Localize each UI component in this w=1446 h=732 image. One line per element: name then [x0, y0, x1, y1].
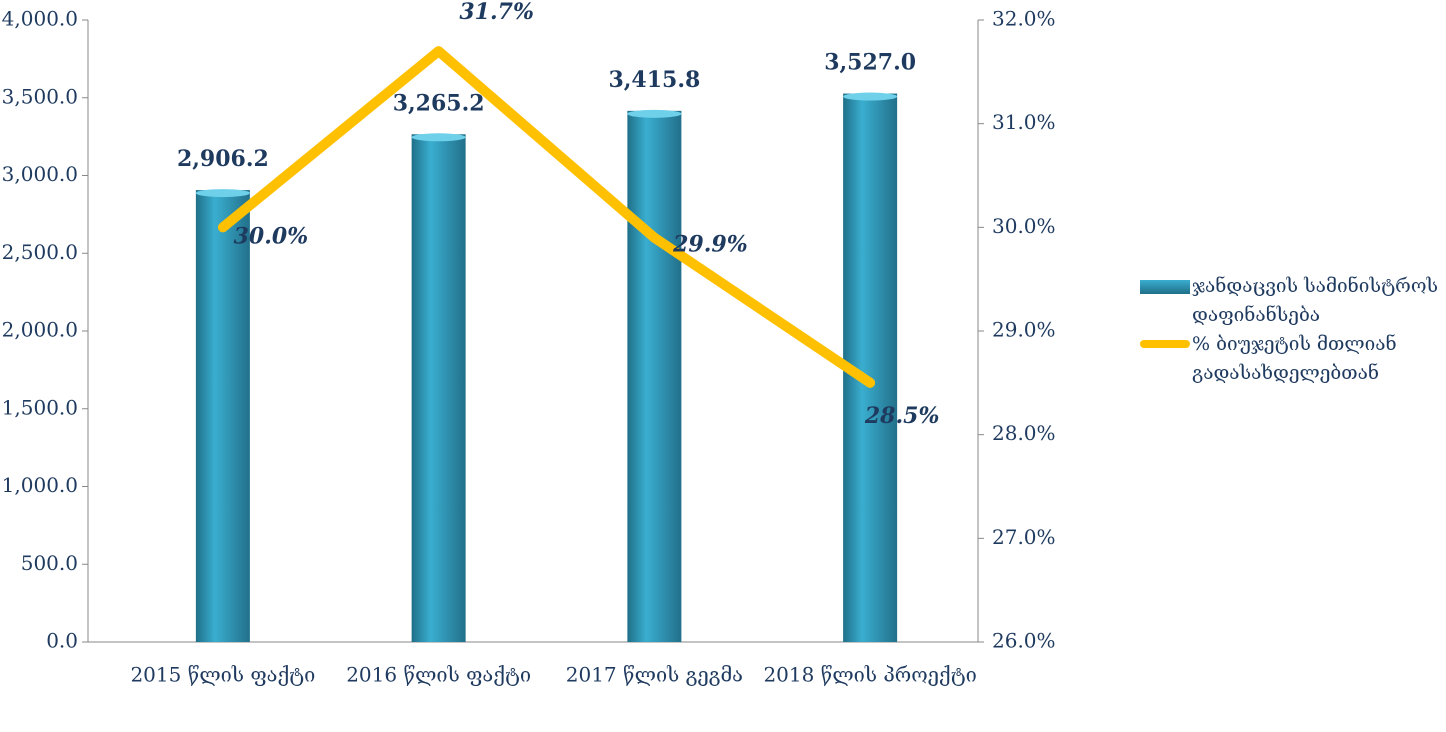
x-tick-label: 2018 წლის პროექტი [763, 663, 976, 687]
y2-tick-label: 26.0% [992, 629, 1056, 653]
x-tick-label: 2015 წლის ფაქტი [130, 663, 315, 687]
y-tick-label: 0.0 [46, 629, 78, 653]
y-tick-label: 2,500.0 [2, 240, 78, 264]
legend-item: % ბიუჯეტის მთლიან გადასახდელებთან [1140, 330, 1440, 388]
y2-tick-label: 30.0% [992, 214, 1056, 238]
legend-swatch [1140, 340, 1190, 348]
legend-label: % ბიუჯეტის მთლიან გადასახდელებთან [1192, 333, 1397, 384]
y2-tick-label: 28.0% [992, 421, 1056, 445]
y-tick-label: 3,500.0 [2, 84, 78, 108]
y2-tick-label: 29.0% [992, 318, 1056, 342]
line-label: 30.0% [234, 223, 309, 249]
y-tick-label: 1,500.0 [2, 395, 78, 419]
legend-item: ჯანდაცვის სამინისტროს დაფინანსება [1140, 272, 1440, 330]
bar-cap [627, 109, 682, 118]
legend: ჯანდაცვის სამინისტროს დაფინანსება % ბიუჯე… [1140, 272, 1440, 388]
legend-label: ჯანდაცვის სამინისტროს დაფინანსება [1192, 275, 1439, 326]
y-tick-label: 1,000.0 [2, 473, 78, 497]
line-label: 31.7% [459, 0, 534, 25]
x-tick-label: 2017 წლის გეგმა [566, 663, 743, 687]
y-tick-label: 3,000.0 [2, 162, 78, 186]
bar [195, 190, 250, 642]
bar-cap [411, 133, 466, 142]
y2-tick-label: 27.0% [992, 525, 1056, 549]
line-label: 28.5% [864, 403, 940, 429]
value-label: 2,906.2 [177, 146, 269, 172]
y2-tick-label: 32.0% [992, 7, 1056, 31]
line [217, 46, 876, 388]
x-tick-label: 2016 წლის ფაქტი [346, 663, 531, 687]
line-label: 29.9% [672, 232, 748, 258]
bar [411, 134, 466, 642]
value-label: 3,527.0 [824, 50, 916, 76]
y-tick-label: 500.0 [21, 551, 78, 575]
legend-swatch [1140, 280, 1190, 294]
bar-cap [843, 92, 898, 101]
y-tick-label: 2,000.0 [2, 318, 78, 342]
value-label: 3,265.2 [393, 90, 485, 116]
value-label: 3,415.8 [608, 67, 700, 93]
y2-tick-label: 31.0% [992, 110, 1056, 134]
bar [627, 110, 682, 643]
y-tick-label: 4,000.0 [2, 7, 78, 31]
bar-cap [195, 189, 250, 198]
